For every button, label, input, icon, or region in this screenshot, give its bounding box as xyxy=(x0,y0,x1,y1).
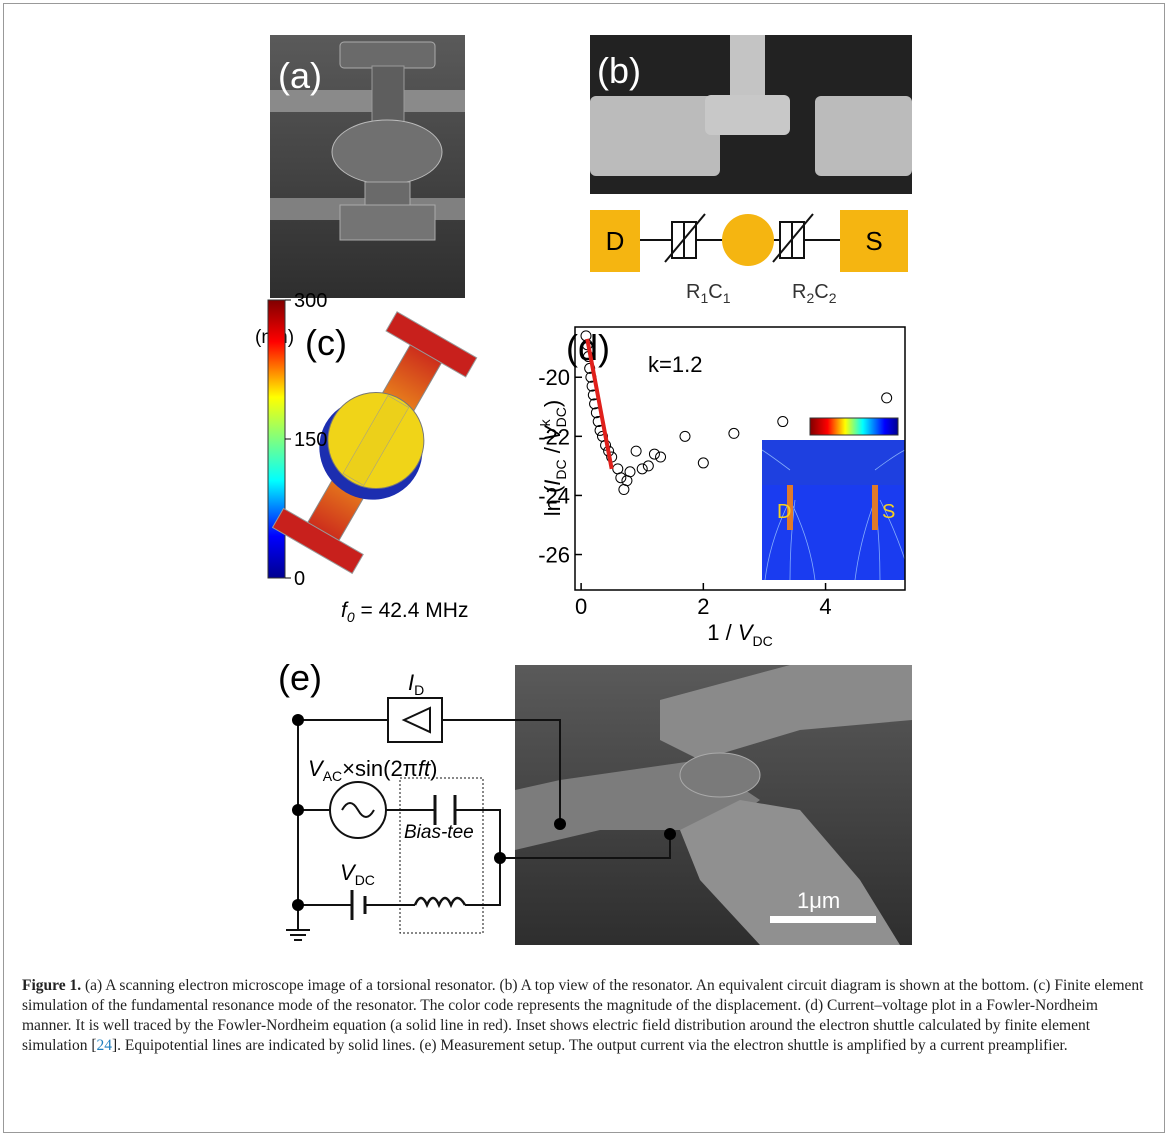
colorbar-tick-label: 0 xyxy=(294,568,305,590)
data-point xyxy=(698,458,708,468)
page: (a) 500nm (b) D S R1C1 R2C2 (c) (nm) f0 … xyxy=(0,0,1170,1137)
inset-shuttle xyxy=(762,440,905,485)
colorbar xyxy=(268,300,285,578)
panel-label: (a) xyxy=(278,55,322,96)
bias-tee-label: Bias-tee xyxy=(404,822,474,843)
t: DC xyxy=(355,872,375,888)
t: R xyxy=(686,281,700,303)
inset-label: S xyxy=(882,501,895,523)
t: D xyxy=(414,682,424,698)
sem-head xyxy=(705,95,790,135)
scale-label: 500nm xyxy=(467,247,534,272)
y-tick-label: -26 xyxy=(538,543,570,568)
t: ) xyxy=(430,756,437,781)
inset-electrode xyxy=(872,485,878,530)
caption-text: ]. Equipotential lines are indicated by … xyxy=(112,1037,1068,1054)
amplifier xyxy=(388,698,442,742)
data-point xyxy=(882,393,892,403)
drain-label: D xyxy=(606,226,625,256)
y-tick-label: -22 xyxy=(538,424,570,449)
t: ft xyxy=(418,756,431,781)
t: DC xyxy=(553,459,569,479)
data-point xyxy=(649,449,659,459)
caption: Figure 1. (a) A scanning electron micros… xyxy=(22,976,1147,1056)
data-point xyxy=(656,452,666,462)
r1c1-label: R1C1 xyxy=(686,281,731,306)
t: 1 xyxy=(700,290,708,306)
data-point xyxy=(631,446,641,456)
ac-label: VAC×sin(2πft) xyxy=(308,756,437,784)
r2c2-label: R2C2 xyxy=(792,281,837,306)
y-tick-label: -20 xyxy=(538,365,570,390)
t: C xyxy=(708,281,722,303)
t: 0 xyxy=(347,609,355,625)
citation[interactable]: 24 xyxy=(96,1037,112,1054)
panel-a: (a) 500nm xyxy=(270,35,543,298)
source-label: S xyxy=(865,226,882,256)
sem-stem xyxy=(730,35,765,105)
t: 1 / xyxy=(707,620,738,645)
colorbar-tick-label: 300 xyxy=(294,290,327,312)
frequency-label: f0 = 42.4 MHz xyxy=(341,599,468,625)
t: AC xyxy=(323,768,342,784)
t: ×sin(2π xyxy=(342,756,418,781)
panel-b: (b) D S R1C1 R2C2 xyxy=(590,35,912,306)
t: DC xyxy=(753,633,773,649)
t: 1 xyxy=(723,290,731,306)
x-tick-label: 0 xyxy=(575,594,587,619)
t: = 42.4 MHz xyxy=(355,599,469,622)
data-point xyxy=(625,467,635,477)
data-point xyxy=(643,461,653,471)
panel-label: (e) xyxy=(278,657,322,698)
node xyxy=(494,852,506,864)
t: 2 xyxy=(829,290,837,306)
caption-label: Figure 1. xyxy=(22,977,81,994)
data-point xyxy=(680,431,690,441)
node xyxy=(292,804,304,816)
inductor xyxy=(415,898,465,905)
node xyxy=(292,899,304,911)
figure: (a) 500nm (b) D S R1C1 R2C2 (c) (nm) f0 … xyxy=(0,0,1170,960)
bias-tee-box xyxy=(400,778,483,933)
sem-pad xyxy=(590,96,720,176)
panel-e: (e) ID VAC×sin(2πft) Bias-tee VDC 1μm xyxy=(278,657,912,945)
sem-top-bar xyxy=(340,42,435,68)
node xyxy=(292,714,304,726)
y-tick-label: -24 xyxy=(538,483,570,508)
node xyxy=(664,828,676,840)
scale-label: 1μm xyxy=(797,888,840,913)
scale-bar xyxy=(770,916,876,923)
t: C xyxy=(814,281,828,303)
inset-label: D xyxy=(777,501,791,523)
data-point xyxy=(637,464,647,474)
data-point xyxy=(616,473,626,483)
panel-label: (b) xyxy=(597,50,641,91)
x-tick-label: 2 xyxy=(697,594,709,619)
ground xyxy=(286,930,310,940)
sem-disk xyxy=(680,753,760,797)
sem-bottom-bar xyxy=(340,205,435,240)
x-axis-label: 1 / VDC xyxy=(707,620,773,649)
current-label: ID xyxy=(408,670,424,698)
panel-c: (c) (nm) f0 = 42.4 MHz 3001500 xyxy=(255,290,482,625)
t: 2 xyxy=(806,290,814,306)
island xyxy=(722,214,774,266)
sem-disk xyxy=(332,120,442,184)
t: R xyxy=(792,281,806,303)
x-tick-label: 4 xyxy=(819,594,831,619)
annotation: k=1.2 xyxy=(648,352,702,377)
data-point xyxy=(729,428,739,438)
t: ) xyxy=(540,400,565,407)
data-point xyxy=(778,417,788,427)
node xyxy=(554,818,566,830)
panel-label: (c) xyxy=(305,322,347,363)
dc-label: VDC xyxy=(340,860,375,888)
inset-colorbar xyxy=(810,418,898,435)
sem-pad xyxy=(815,96,912,176)
scale-bar xyxy=(470,280,543,287)
colorbar-tick-label: 150 xyxy=(294,429,327,451)
